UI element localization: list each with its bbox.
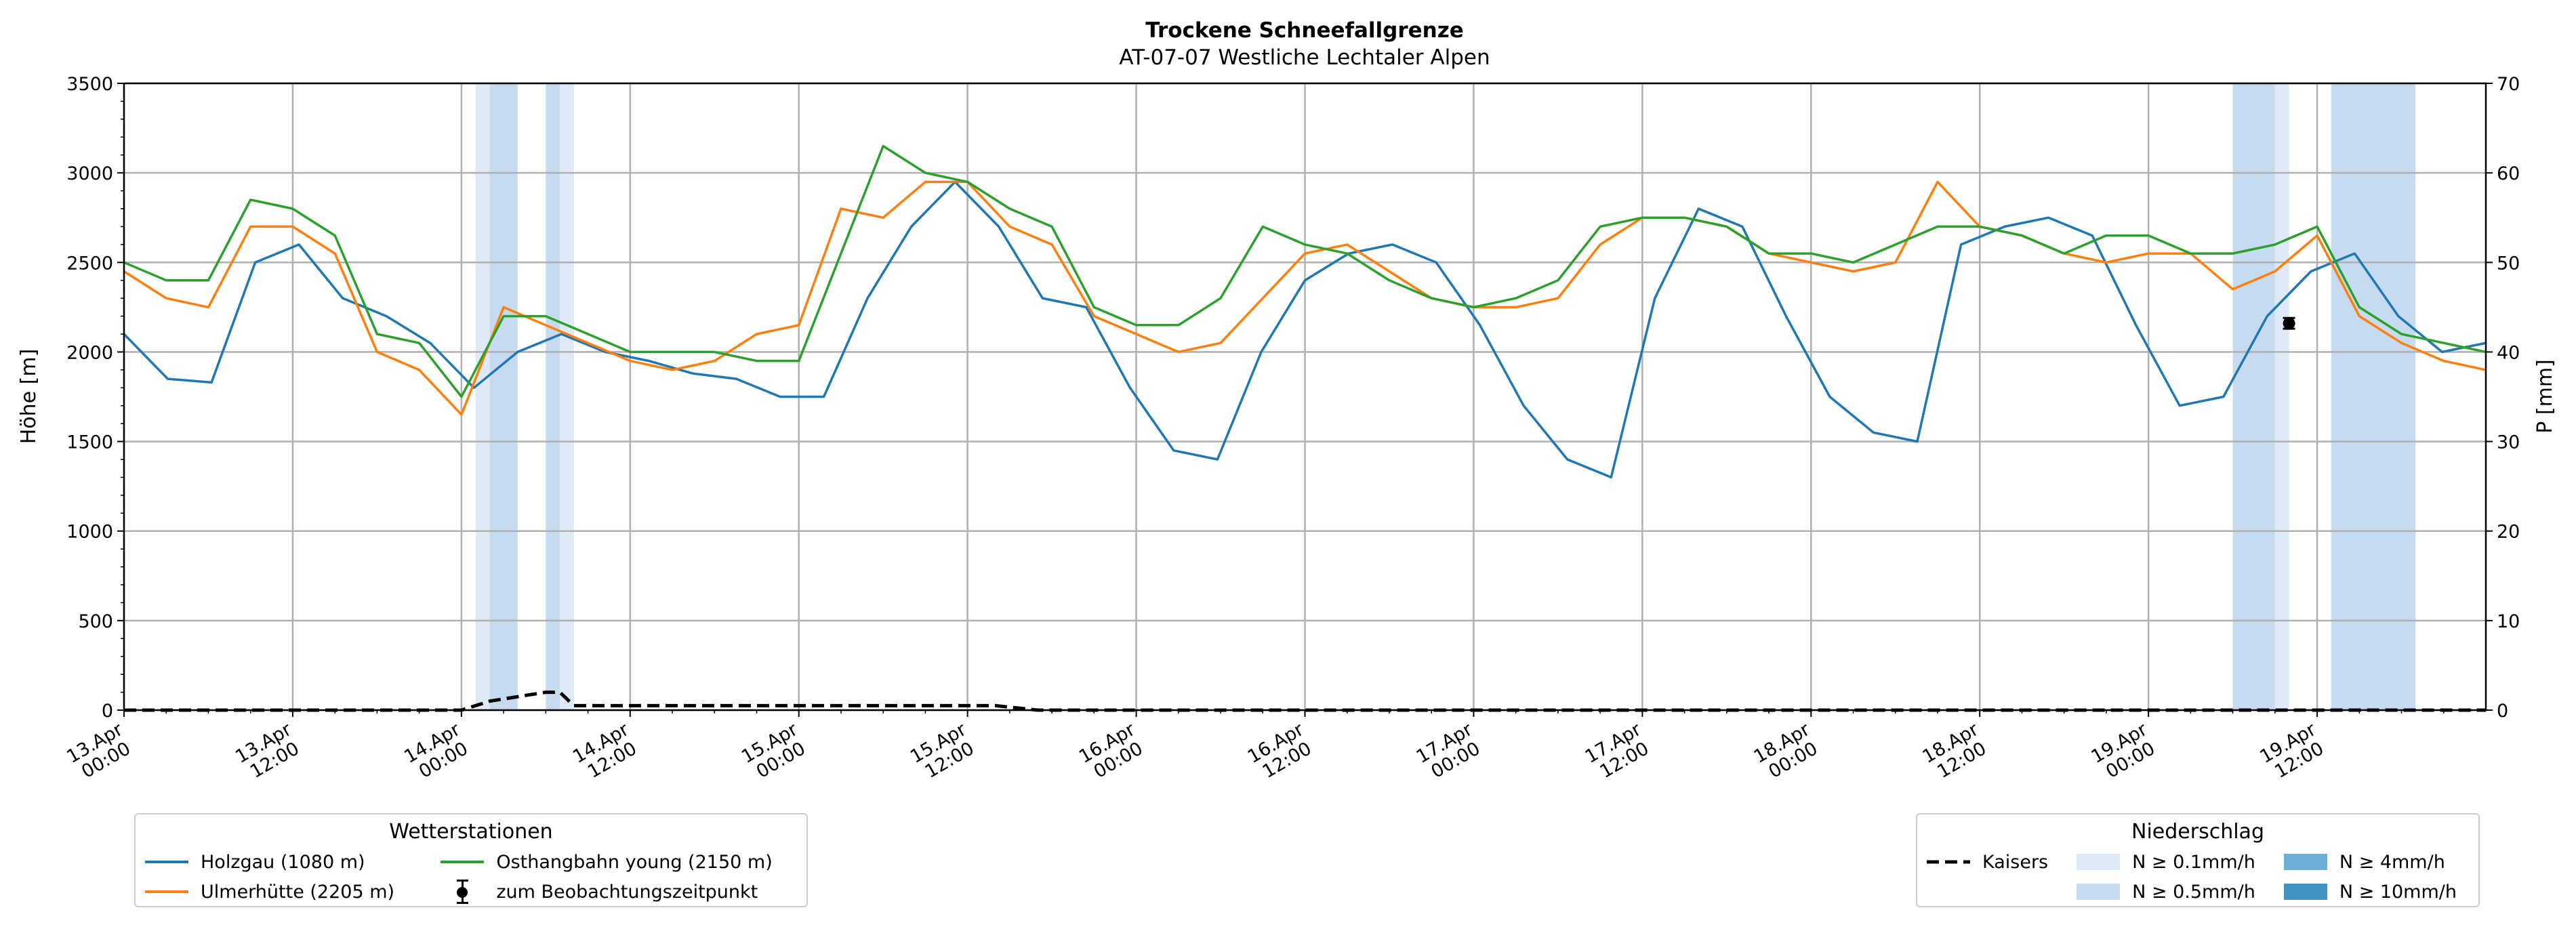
y2-axis-label: P [mm] — [2533, 359, 2557, 433]
legend-precip: Niederschlag Kaisers N ≥ 0.1mm/h N ≥ 4mm/h… — [1916, 813, 2480, 907]
observation-point — [2283, 317, 2295, 330]
legend-line-swatch — [145, 854, 188, 870]
y-tick-label-6: 3000 — [66, 163, 113, 184]
legend-label: Holzgau (1080 m) — [201, 851, 365, 873]
legend-patch-swatch — [2077, 854, 2121, 870]
y-tick-label-4: 2000 — [66, 342, 113, 363]
y-axis-label: Höhe [m] — [17, 349, 41, 445]
y2-tick-label-1: 10 — [2497, 611, 2520, 632]
legend-label: N ≥ 10mm/h — [2339, 881, 2457, 903]
precip-band-0 — [475, 83, 490, 710]
legend-precip-item-5: N ≥ 10mm/h — [2283, 879, 2466, 905]
legend-stations-item-3: zum Beobachtungszeitpunkt — [441, 879, 794, 905]
legend-stations-item-0: Holzgau (1080 m) — [145, 849, 416, 875]
y2-tick-label-5: 50 — [2497, 253, 2520, 274]
legend-patch-swatch — [2283, 854, 2327, 870]
legend-precip-item-1: N ≥ 0.1mm/h — [2077, 849, 2265, 875]
y-tick-label-5: 2500 — [66, 253, 113, 274]
legend-precip-item-3 — [1927, 879, 2058, 905]
legend-patch-swatch — [2077, 884, 2121, 900]
precip-band-5 — [2274, 83, 2289, 710]
y2-tick-label-7: 70 — [2497, 74, 2520, 95]
legend-marker-swatch — [441, 880, 484, 904]
series-line-0 — [123, 180, 2487, 479]
y2-tick-label-6: 60 — [2497, 163, 2520, 184]
legend-precip-item-2: N ≥ 4mm/h — [2283, 849, 2466, 875]
legend-precip-item-0: Kaisers — [1927, 849, 2058, 875]
legend-label: Kaisers — [1982, 851, 2049, 873]
y-tick-label-2: 1000 — [66, 522, 113, 543]
observation-marker — [2283, 316, 2295, 330]
y-tick-label-0: 0 — [102, 701, 113, 722]
legend-stations-item-2: Ulmerhütte (2205 m) — [145, 879, 416, 905]
chart-title: Trockene Schneefallgrenze — [1145, 18, 1464, 43]
precip-bands — [475, 83, 2416, 710]
precip-band-3 — [560, 83, 574, 710]
y-tick-label-3: 1500 — [66, 432, 113, 453]
series-line-1 — [123, 180, 2487, 416]
legend-patch-swatch — [2283, 884, 2327, 900]
legend-label: zum Beobachtungszeitpunkt — [496, 881, 758, 903]
legend-line-swatch — [441, 854, 485, 870]
legend-dashed-swatch — [1927, 854, 1970, 870]
legend-label: N ≥ 0.5mm/h — [2132, 881, 2255, 903]
chart-subtitle: AT-07-07 Westliche Lechtaler Alpen — [1119, 45, 1490, 70]
legend-stations: Wetterstationen Holzgau (1080 m) Osthangb… — [134, 813, 808, 907]
legend-precip-item-4: N ≥ 0.5mm/h — [2077, 879, 2265, 905]
legend-stations-title: Wetterstationen — [389, 820, 553, 844]
y-tick-label-7: 3500 — [66, 74, 113, 95]
legend-label: N ≥ 4mm/h — [2339, 851, 2445, 873]
legend-label: Ulmerhütte (2205 m) — [201, 881, 395, 903]
precip-band-6 — [2331, 83, 2416, 710]
legend-label: N ≥ 0.1mm/h — [2132, 851, 2255, 873]
y2-tick-label-4: 40 — [2497, 342, 2520, 363]
precip-band-2 — [546, 83, 560, 710]
series-line-2 — [123, 144, 2487, 398]
axes: 0 500 1000 1500 2000 2500 3000 3500 0 10 20 30 40 50 6… — [63, 74, 2520, 783]
precip-band-4 — [2232, 83, 2275, 710]
legend-label: Osthangbahn young (2150 m) — [496, 851, 773, 873]
y2-tick-label-3: 30 — [2497, 432, 2520, 453]
legend-precip-title: Niederschlag — [2131, 820, 2264, 844]
legend-stations-item-1: Osthangbahn young (2150 m) — [441, 849, 794, 875]
precip-band-1 — [489, 83, 518, 710]
y-tick-label-1: 500 — [78, 611, 113, 632]
y2-tick-label-0: 0 — [2497, 701, 2508, 722]
y2-tick-label-2: 20 — [2497, 522, 2520, 543]
legend-line-swatch — [145, 884, 188, 900]
